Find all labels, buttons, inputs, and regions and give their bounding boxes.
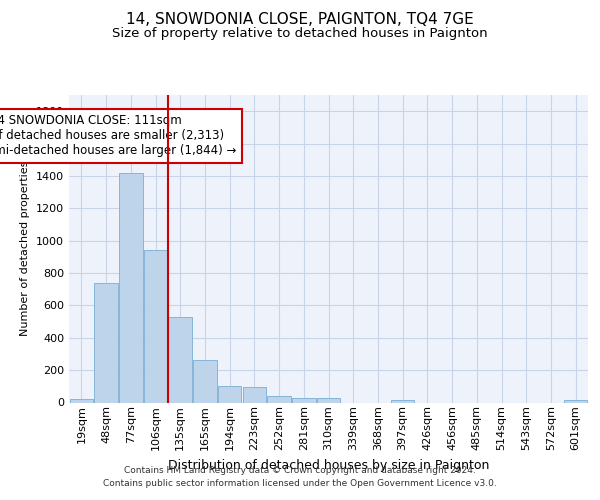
- X-axis label: Distribution of detached houses by size in Paignton: Distribution of detached houses by size …: [168, 458, 489, 471]
- Bar: [391, 400, 415, 402]
- Bar: [268, 396, 291, 402]
- Bar: [94, 282, 118, 403]
- Bar: [317, 398, 340, 402]
- Text: 14 SNOWDONIA CLOSE: 111sqm
← 55% of detached houses are smaller (2,313)
44% of s: 14 SNOWDONIA CLOSE: 111sqm ← 55% of deta…: [0, 114, 236, 158]
- Bar: [564, 400, 587, 402]
- Text: 14, SNOWDONIA CLOSE, PAIGNTON, TQ4 7GE: 14, SNOWDONIA CLOSE, PAIGNTON, TQ4 7GE: [126, 12, 474, 28]
- Text: Size of property relative to detached houses in Paignton: Size of property relative to detached ho…: [112, 28, 488, 40]
- Y-axis label: Number of detached properties: Number of detached properties: [20, 161, 31, 336]
- Bar: [193, 360, 217, 403]
- Text: Contains HM Land Registry data © Crown copyright and database right 2024.
Contai: Contains HM Land Registry data © Crown c…: [103, 466, 497, 487]
- Bar: [169, 316, 192, 402]
- Bar: [144, 250, 167, 402]
- Bar: [119, 172, 143, 402]
- Bar: [292, 398, 316, 402]
- Bar: [242, 388, 266, 402]
- Bar: [218, 386, 241, 402]
- Bar: [70, 399, 93, 402]
